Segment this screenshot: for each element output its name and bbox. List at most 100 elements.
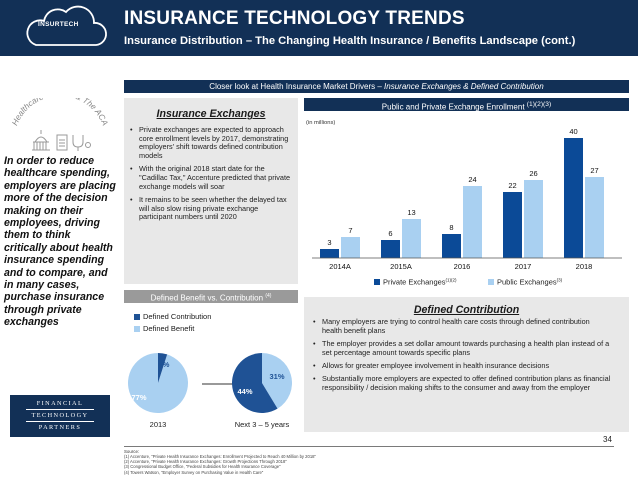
enrollment-chart-title-sup: (1)(2)(3) [526,101,552,108]
ftp-logo-line: PARTNERS [38,424,82,431]
bar-public-2016 [463,186,482,258]
legend-label: Defined Contribution [143,312,212,321]
logo-text: INSURTECH [38,21,79,28]
pie-slice-defined-contribution [232,353,278,413]
bar-value-label: 6 [388,229,392,238]
pie-caption: 2013 [150,420,167,429]
source-notes: (1) Accenture, "Private Health Insurance… [124,454,316,475]
bar-value-label: 27 [590,166,598,175]
source-label: Source: [124,449,140,454]
enrollment-chart-title: Public and Private Exchange Enrollment [381,102,525,112]
bar-private-2018 [564,138,583,258]
page-header: INSURTECH INSURANCE TECHNOLOGY TRENDS In… [0,0,638,56]
bar-public-2014A [341,237,360,258]
list-item: Allows for greater employee involvement … [311,361,611,371]
x-tick-label: 2017 [515,262,532,271]
legend-swatch [134,314,140,321]
svg-text:Healthcare Reform & The ACA: Healthcare Reform & The ACA [10,98,110,127]
bar-private-2017 [503,192,522,258]
source-note: (3) Congressional Budget Office, "Federa… [124,464,281,470]
source-note: (4) Towers Watson, "Employer Survey on P… [124,469,264,475]
insurance-exchanges-title: Insurance Exchanges [156,108,266,120]
page-subtitle: Insurance Distribution – The Changing He… [124,35,576,47]
pie-label-benefit: 31% [269,372,284,381]
bar-public-2017 [524,180,543,258]
list-item: Substantially more employers are expecte… [311,374,611,392]
bar-value-label: 22 [508,181,516,190]
footer-divider [124,446,614,447]
legend-series-sup: (3) [557,278,563,283]
bar-value-label: 26 [529,169,537,178]
list-item: The employer provides a set dollar amoun… [311,339,611,357]
chart-x-ticks: 2014A 2015A 2016 2017 2018 [329,262,592,271]
legend-swatch-private [374,279,380,285]
insurance-exchanges-panel: Insurance Exchanges Private exchanges ar… [124,98,298,284]
pie-slice-defined-benefit [262,353,292,409]
legend-defined-contribution: Defined Contribution [134,312,211,321]
pie-caption: Next 3 – 5 years [235,420,290,429]
defined-contribution-title: Defined Contribution [413,304,520,316]
db-vs-dc-pies: 4% 77% 2013 31% 44% Next 3 – 5 years [127,353,292,429]
pie-2013: 4% 77% 2013 [127,353,188,429]
page-title: INSURANCE TECHNOLOGY TRENDS [124,8,465,29]
chart-bars: 3 7 6 13 8 24 22 26 40 27 [320,127,604,258]
pie-label-benefit: 77% [131,393,146,402]
ftp-divider [26,421,94,422]
enrollment-chart-title-bar: Public and Private Exchange Enrollment (… [304,98,629,112]
x-tick-label: 2016 [454,262,471,271]
pie-label-contribution: 4% [159,360,170,369]
list-item: With the original 2018 start date for th… [128,164,292,191]
source-note: (2) Accenture, "Private Health Insurance… [124,459,287,465]
stethoscope-icon [72,135,91,151]
x-tick-label: 2018 [576,262,593,271]
db-vs-dc-title-sup: (4) [265,293,272,299]
legend-label: Defined Benefit [143,324,195,333]
legend-swatch-public [488,279,494,285]
db-vs-dc-title-bar: Defined Benefit vs. Contribution (4) [124,290,298,303]
bar-public-2015A [402,219,421,258]
pie-slice-defined-benefit [127,353,188,413]
list-item: Private exchanges are expected to approa… [128,125,292,161]
capitol-icon [32,130,50,151]
bar-private-2014A [320,249,339,258]
bar-private-2016 [442,234,461,258]
page-number: 34 [603,435,612,444]
legend-label-public: Public Exchanges(3) [497,278,563,287]
pie-next-3-5-years: 31% 44% Next 3 – 5 years [232,353,292,429]
chart-y-label: (in millions) [306,120,335,126]
insurtech-cloud-logo [26,5,107,46]
ftp-logo: FINANCIAL TECHNOLOGY PARTNERS [10,395,110,437]
enrollment-bar-chart: (in millions) 3 7 6 13 8 24 22 26 40 27 2014A 2015… [306,120,622,287]
left-callout-text: In order to reduce healthcare spending, … [4,155,116,329]
x-tick-label: 2015A [390,262,412,271]
list-item: Many employers are trying to control hea… [311,317,611,335]
defined-contribution-bullets: Many employers are trying to control hea… [311,317,611,397]
section-title-bar: Closer look at Health Insurance Market D… [124,80,629,93]
pie-label-contribution: 44% [237,387,252,396]
bar-value-label: 7 [348,226,352,235]
ftp-logo-line: TECHNOLOGY [31,412,89,419]
bar-value-label: 3 [327,238,331,247]
list-item: It remains to be seen whether the delaye… [128,195,292,222]
healthcare-reform-badge: Healthcare Reform & The ACA [10,98,110,151]
legend-series-sup: (1)(2) [446,278,458,283]
section-title-emphasis: Insurance Exchanges & Defined Contributi… [384,82,544,91]
legend-series-name: Private Exchanges [383,278,446,287]
bar-value-label: 8 [449,223,453,232]
x-tick-label: 2014A [329,262,351,271]
section-title-prefix: Closer look at Health Insurance Market D… [209,82,385,91]
ftp-divider [26,409,94,410]
legend-series-name: Public Exchanges [497,278,557,287]
badge-text: Healthcare Reform & The ACA [10,98,110,127]
pie-slice-defined-contribution [158,353,168,383]
legend-defined-benefit: Defined Benefit [134,324,194,333]
bar-private-2015A [381,240,400,258]
legend-swatch [134,326,140,333]
chart-legend: Private Exchanges(1)(2) Public Exchanges… [374,278,563,287]
bar-value-label: 24 [468,175,476,184]
legend-label-private: Private Exchanges(1)(2) [383,278,457,287]
bar-value-label: 13 [407,208,415,217]
source-note: (1) Accenture, "Private Health Insurance… [124,454,316,459]
bar-public-2018 [585,177,604,258]
db-vs-dc-title: Defined Benefit vs. Contribution [150,293,264,303]
